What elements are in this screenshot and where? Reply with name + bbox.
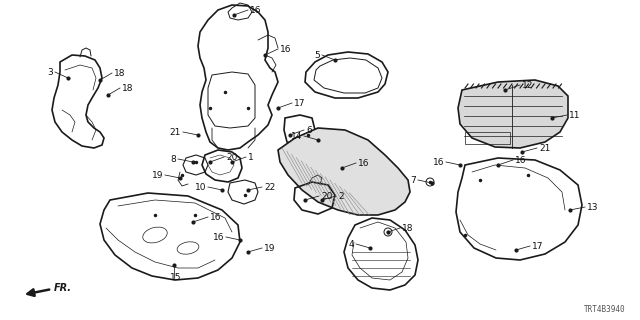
Text: 16: 16 <box>250 5 262 14</box>
Text: 1: 1 <box>248 153 253 162</box>
Text: 17: 17 <box>532 242 543 251</box>
Text: 16: 16 <box>358 158 369 167</box>
Text: 4: 4 <box>348 239 354 249</box>
Text: 14: 14 <box>291 132 302 140</box>
Text: 18: 18 <box>402 223 413 233</box>
Polygon shape <box>278 128 410 215</box>
Text: 21: 21 <box>539 143 550 153</box>
Text: 19: 19 <box>264 244 275 252</box>
Text: 20: 20 <box>226 153 237 162</box>
Text: 7: 7 <box>410 175 416 185</box>
Text: 2: 2 <box>338 191 344 201</box>
Text: 17: 17 <box>294 99 305 108</box>
Text: TRT4B3940: TRT4B3940 <box>584 305 625 314</box>
Text: 21: 21 <box>170 127 181 137</box>
Text: 16: 16 <box>515 156 527 164</box>
Text: 16: 16 <box>212 233 224 242</box>
Text: 20: 20 <box>321 191 332 201</box>
Text: 8: 8 <box>170 155 176 164</box>
Text: 12: 12 <box>522 81 533 90</box>
Text: 15: 15 <box>170 274 182 283</box>
Text: 5: 5 <box>314 51 320 60</box>
Text: 19: 19 <box>152 171 163 180</box>
Text: 16: 16 <box>210 212 221 221</box>
Text: 6: 6 <box>306 125 312 134</box>
Text: 11: 11 <box>569 110 580 119</box>
Text: 16: 16 <box>433 157 444 166</box>
Text: 3: 3 <box>47 68 53 76</box>
Text: 13: 13 <box>587 203 598 212</box>
Text: 18: 18 <box>114 68 125 77</box>
Text: FR.: FR. <box>54 283 72 293</box>
Text: 10: 10 <box>195 182 206 191</box>
Polygon shape <box>458 80 568 148</box>
Text: 16: 16 <box>280 44 291 53</box>
Text: 22: 22 <box>264 182 275 191</box>
Text: 18: 18 <box>122 84 134 92</box>
